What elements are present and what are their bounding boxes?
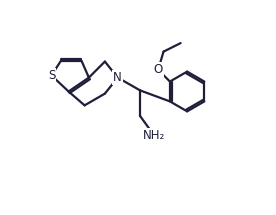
Text: N: N [113,71,122,84]
Text: S: S [48,69,55,82]
Text: O: O [153,63,163,76]
Text: NH₂: NH₂ [143,129,165,142]
